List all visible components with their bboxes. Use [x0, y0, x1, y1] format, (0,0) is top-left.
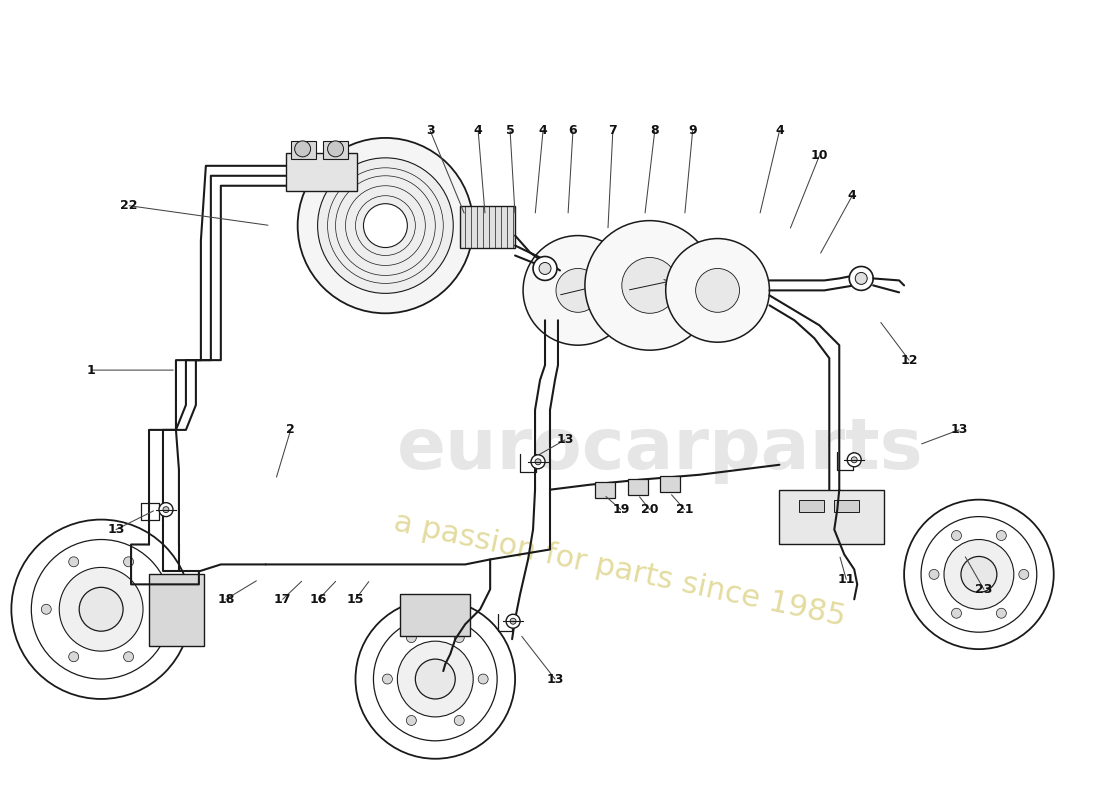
Circle shape — [454, 715, 464, 726]
Text: 5: 5 — [506, 125, 515, 138]
Text: 6: 6 — [569, 125, 578, 138]
Circle shape — [695, 269, 739, 312]
Circle shape — [68, 557, 79, 566]
Text: 15: 15 — [346, 593, 364, 606]
Text: 4: 4 — [539, 125, 548, 138]
Text: a passion for parts since 1985: a passion for parts since 1985 — [392, 507, 848, 631]
Bar — [660, 476, 680, 492]
Circle shape — [406, 715, 416, 726]
Text: 4: 4 — [776, 125, 784, 138]
Circle shape — [454, 633, 464, 642]
Circle shape — [621, 258, 678, 314]
Text: 4: 4 — [474, 125, 483, 138]
Circle shape — [539, 262, 551, 274]
Circle shape — [847, 453, 861, 466]
Circle shape — [123, 557, 133, 566]
Circle shape — [535, 458, 541, 465]
Circle shape — [585, 221, 715, 350]
Bar — [286, 153, 358, 190]
Text: 9: 9 — [689, 125, 697, 138]
Text: 21: 21 — [675, 503, 693, 516]
Circle shape — [952, 530, 961, 541]
Circle shape — [328, 141, 343, 157]
Circle shape — [1019, 570, 1028, 579]
Bar — [148, 574, 204, 646]
Text: 13: 13 — [557, 434, 573, 446]
Circle shape — [944, 539, 1014, 610]
Circle shape — [506, 614, 520, 628]
Circle shape — [849, 266, 873, 290]
Text: 4: 4 — [848, 190, 857, 202]
Circle shape — [11, 519, 191, 699]
Text: 13: 13 — [950, 423, 968, 436]
Text: 23: 23 — [976, 583, 992, 596]
Bar — [800, 500, 824, 512]
Text: 22: 22 — [120, 199, 138, 212]
Circle shape — [930, 570, 939, 579]
Text: 10: 10 — [811, 150, 828, 162]
Text: 13: 13 — [108, 523, 124, 536]
Bar — [834, 500, 859, 512]
Text: eurocarparts: eurocarparts — [396, 415, 923, 484]
Circle shape — [997, 530, 1006, 541]
Circle shape — [68, 652, 79, 662]
Text: 11: 11 — [837, 573, 855, 586]
Circle shape — [997, 608, 1006, 618]
Circle shape — [151, 604, 161, 614]
Bar — [322, 141, 348, 159]
Circle shape — [534, 257, 557, 281]
Text: 19: 19 — [612, 503, 629, 516]
Text: 16: 16 — [310, 593, 328, 606]
Circle shape — [298, 138, 473, 314]
Bar — [595, 482, 615, 498]
Bar — [628, 478, 648, 494]
Circle shape — [952, 608, 961, 618]
Circle shape — [510, 618, 516, 624]
Circle shape — [397, 641, 473, 717]
Circle shape — [666, 238, 769, 342]
Circle shape — [295, 141, 310, 157]
Circle shape — [59, 567, 143, 651]
Circle shape — [961, 557, 997, 592]
Text: 12: 12 — [900, 354, 917, 366]
Circle shape — [904, 500, 1054, 649]
Circle shape — [42, 604, 52, 614]
Text: 18: 18 — [217, 593, 234, 606]
Circle shape — [851, 457, 857, 462]
Circle shape — [855, 273, 867, 285]
Circle shape — [31, 539, 170, 679]
Circle shape — [160, 502, 173, 517]
Text: 13: 13 — [547, 673, 563, 686]
Text: 7: 7 — [608, 125, 617, 138]
Bar — [148, 574, 204, 646]
Circle shape — [406, 633, 416, 642]
Text: 2: 2 — [286, 423, 295, 436]
Circle shape — [416, 659, 455, 699]
Text: 3: 3 — [426, 125, 434, 138]
Text: 1: 1 — [87, 364, 96, 377]
Circle shape — [531, 455, 544, 469]
Circle shape — [921, 517, 1037, 632]
Circle shape — [373, 618, 497, 741]
Text: 20: 20 — [641, 503, 659, 516]
Bar — [460, 206, 515, 247]
Circle shape — [524, 235, 632, 345]
Circle shape — [478, 674, 488, 684]
Circle shape — [556, 269, 600, 312]
Circle shape — [355, 599, 515, 758]
Bar — [780, 490, 884, 545]
Circle shape — [123, 652, 133, 662]
Circle shape — [363, 204, 407, 247]
Circle shape — [163, 506, 169, 513]
Circle shape — [79, 587, 123, 631]
Text: 8: 8 — [650, 125, 659, 138]
Circle shape — [318, 158, 453, 294]
Bar — [400, 594, 470, 636]
Circle shape — [383, 674, 393, 684]
Text: 17: 17 — [274, 593, 292, 606]
Bar — [400, 594, 470, 636]
Bar — [290, 141, 316, 159]
